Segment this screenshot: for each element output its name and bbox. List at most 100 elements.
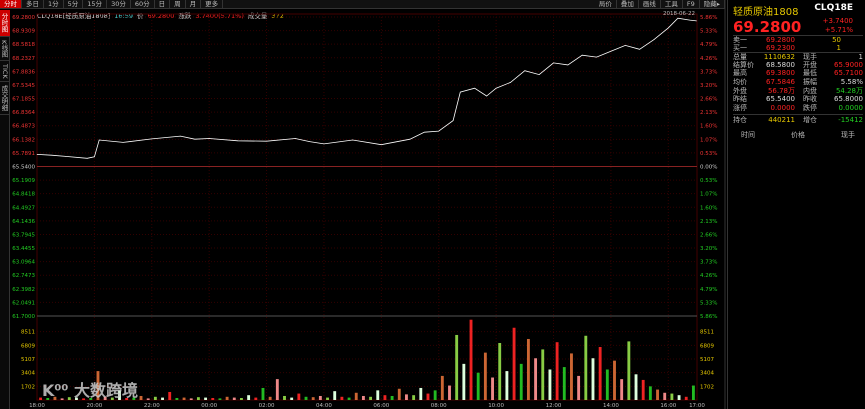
price-tick: 67.5345 bbox=[12, 83, 35, 89]
price-tick: 67.1855 bbox=[12, 97, 35, 103]
volume-bar bbox=[591, 358, 595, 400]
volume-bar bbox=[60, 398, 64, 400]
tool-button[interactable]: 隐藏▸ bbox=[700, 0, 725, 8]
time-tick: 10:00 bbox=[488, 403, 504, 409]
volume-bar bbox=[290, 397, 294, 400]
pct-tick: 1.07% bbox=[700, 192, 717, 198]
tab-period[interactable]: 1分 bbox=[44, 0, 64, 8]
price-tick: 64.4927 bbox=[12, 205, 35, 211]
volume-bar bbox=[361, 395, 365, 400]
tab-period[interactable]: 日 bbox=[155, 0, 171, 8]
trade-table-header: 时间 价格 现手 bbox=[733, 130, 863, 140]
volume-bar bbox=[225, 396, 229, 400]
volume-bar bbox=[311, 397, 315, 400]
stat-label: 昨结 bbox=[733, 95, 747, 104]
qty: 50 bbox=[832, 36, 841, 44]
stat-label: 内盘 bbox=[803, 86, 817, 95]
quote-panel: 轻质原油1808 CLQ18E 69.2800 +3.7400 +5.71% 卖一… bbox=[727, 0, 865, 409]
price: 69.2800 bbox=[766, 36, 795, 44]
tool-button[interactable]: 画线 bbox=[639, 0, 661, 8]
price: 69.2800 bbox=[147, 12, 175, 20]
intraday-chart[interactable]: 69.2800 5.86% 68.9309 5.33% 68.5818 4.79% 68.2… bbox=[0, 0, 727, 409]
date-label: 2018-06-22 bbox=[663, 11, 695, 17]
volume-bar bbox=[347, 397, 351, 400]
price-point bbox=[122, 142, 124, 143]
tab-period[interactable]: 30分 bbox=[107, 0, 131, 8]
order-book-row: 买一 69.2300 1 bbox=[733, 44, 863, 53]
volume-bar bbox=[283, 395, 286, 400]
price-tick: 67.8836 bbox=[12, 69, 35, 75]
stat-row: 外盘 56.78万 内盘 54.28万 bbox=[733, 87, 863, 96]
price-point bbox=[309, 141, 310, 142]
volume-bar bbox=[254, 397, 258, 400]
price-point bbox=[639, 49, 640, 50]
instrument-code: CLQ18E bbox=[814, 3, 853, 13]
volume-bar bbox=[605, 369, 609, 400]
stat-label: 涨停 bbox=[733, 103, 747, 112]
tab-period[interactable]: 周 bbox=[170, 0, 186, 8]
volume-bar bbox=[405, 394, 408, 400]
price-tick: 63.4455 bbox=[12, 246, 35, 252]
quote-stats: 卖一 69.2800 50 买一 69.2300 1 总量 1110632 现手 1 结算价 68.5… bbox=[733, 35, 863, 125]
volume-bar bbox=[326, 397, 329, 400]
volume-bar bbox=[670, 393, 674, 400]
stat-value: 1110632 bbox=[763, 53, 795, 62]
volume-bar bbox=[146, 398, 150, 400]
tab-period[interactable]: 15分 bbox=[83, 0, 108, 8]
stat-label: 振幅 bbox=[803, 77, 817, 86]
tab-view[interactable]: 分时图 bbox=[0, 10, 10, 37]
pct-tick: 4.26% bbox=[700, 56, 717, 62]
price-tick: 65.5400 bbox=[12, 165, 35, 171]
price-tick: 65.1909 bbox=[12, 178, 35, 184]
time-tick: 06:00 bbox=[373, 403, 389, 409]
volume-bar bbox=[476, 372, 480, 400]
volume-bar bbox=[634, 374, 638, 400]
tab-period[interactable]: 更多 bbox=[201, 0, 224, 8]
change-label: 涨跌 bbox=[178, 12, 192, 20]
price-point bbox=[208, 138, 210, 139]
tab-period[interactable]: 5分 bbox=[64, 0, 84, 8]
time-tick: 20:00 bbox=[86, 403, 102, 409]
stat-label: 最高 bbox=[733, 69, 747, 78]
tool-button[interactable]: 叠加 bbox=[617, 0, 639, 8]
pct-tick: 3.73% bbox=[700, 69, 717, 75]
volume-bar bbox=[684, 396, 688, 400]
time-tick: 17:00 bbox=[689, 403, 705, 409]
tab-period[interactable]: 60分 bbox=[131, 0, 155, 8]
tab-period[interactable]: 多日 bbox=[22, 0, 44, 8]
time-tick: 18:00 bbox=[29, 403, 45, 409]
tab-view[interactable]: 成交明细 bbox=[0, 82, 10, 116]
price-tick: 66.4873 bbox=[12, 124, 35, 130]
volume-bar bbox=[82, 398, 86, 400]
change-box: +3.7400 +5.71% bbox=[823, 17, 853, 35]
pct-tick: 5.86% bbox=[700, 15, 717, 21]
stat-row: 总量 1110632 现手 1 bbox=[733, 52, 863, 61]
volume-bar bbox=[232, 397, 236, 400]
volume-bar bbox=[139, 395, 143, 400]
stat-label: 开盘 bbox=[803, 60, 817, 69]
tool-button[interactable]: 工具 bbox=[661, 0, 683, 8]
price-point bbox=[459, 91, 461, 93]
stat-value: 65.9000 bbox=[834, 60, 863, 69]
tab-view[interactable]: TICK bbox=[0, 61, 10, 83]
volume-bar bbox=[419, 387, 423, 400]
tab-view[interactable]: K线图 bbox=[0, 37, 10, 61]
price-point bbox=[266, 140, 267, 142]
volume-bar bbox=[247, 395, 251, 400]
pct-tick: 1.60% bbox=[700, 205, 717, 211]
volume-bar bbox=[46, 397, 50, 400]
tab-period[interactable]: 分时 bbox=[0, 0, 22, 8]
price-tick: 63.7945 bbox=[12, 232, 35, 238]
price-point bbox=[180, 135, 181, 137]
stat-value: 5.58% bbox=[840, 77, 863, 86]
pct-tick: 3.20% bbox=[700, 83, 717, 89]
volume-bar bbox=[627, 341, 631, 400]
tab-period[interactable]: 月 bbox=[186, 0, 202, 8]
volume-tick: 8511 bbox=[21, 330, 35, 336]
volume-bar bbox=[118, 390, 121, 400]
stat-row: 昨结 65.5400 昨收 65.8000 bbox=[733, 95, 863, 104]
tool-button[interactable]: 局价 bbox=[595, 0, 617, 8]
tool-button[interactable]: F9 bbox=[683, 0, 700, 8]
volume-tick: 5107 bbox=[700, 357, 714, 363]
stat-value: 69.3800 bbox=[766, 69, 795, 78]
